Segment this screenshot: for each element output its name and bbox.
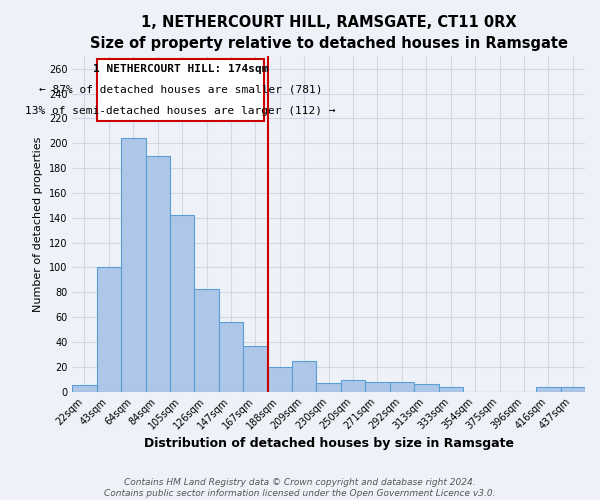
Bar	[341, 380, 365, 392]
Text: Contains HM Land Registry data © Crown copyright and database right 2024.
Contai: Contains HM Land Registry data © Crown c…	[104, 478, 496, 498]
Bar	[170, 216, 194, 392]
Bar	[560, 386, 585, 392]
Text: 1 NETHERCOURT HILL: 174sqm: 1 NETHERCOURT HILL: 174sqm	[92, 64, 268, 74]
Bar	[72, 386, 97, 392]
Text: ← 87% of detached houses are smaller (781): ← 87% of detached houses are smaller (78…	[38, 85, 322, 95]
X-axis label: Distribution of detached houses by size in Ramsgate: Distribution of detached houses by size …	[143, 437, 514, 450]
Bar	[219, 322, 243, 392]
Y-axis label: Number of detached properties: Number of detached properties	[33, 136, 43, 312]
Bar	[268, 367, 292, 392]
Text: 13% of semi-detached houses are larger (112) →: 13% of semi-detached houses are larger (…	[25, 106, 335, 116]
Bar	[389, 382, 414, 392]
Bar	[194, 288, 219, 392]
Bar	[439, 386, 463, 392]
Bar	[146, 156, 170, 392]
Bar	[414, 384, 439, 392]
Bar	[316, 383, 341, 392]
Bar	[292, 360, 316, 392]
Bar	[121, 138, 146, 392]
Bar	[365, 382, 389, 392]
Bar	[536, 386, 560, 392]
FancyBboxPatch shape	[97, 59, 264, 121]
Bar	[243, 346, 268, 392]
Title: 1, NETHERCOURT HILL, RAMSGATE, CT11 0RX
Size of property relative to detached ho: 1, NETHERCOURT HILL, RAMSGATE, CT11 0RX …	[89, 15, 568, 51]
Bar	[97, 268, 121, 392]
